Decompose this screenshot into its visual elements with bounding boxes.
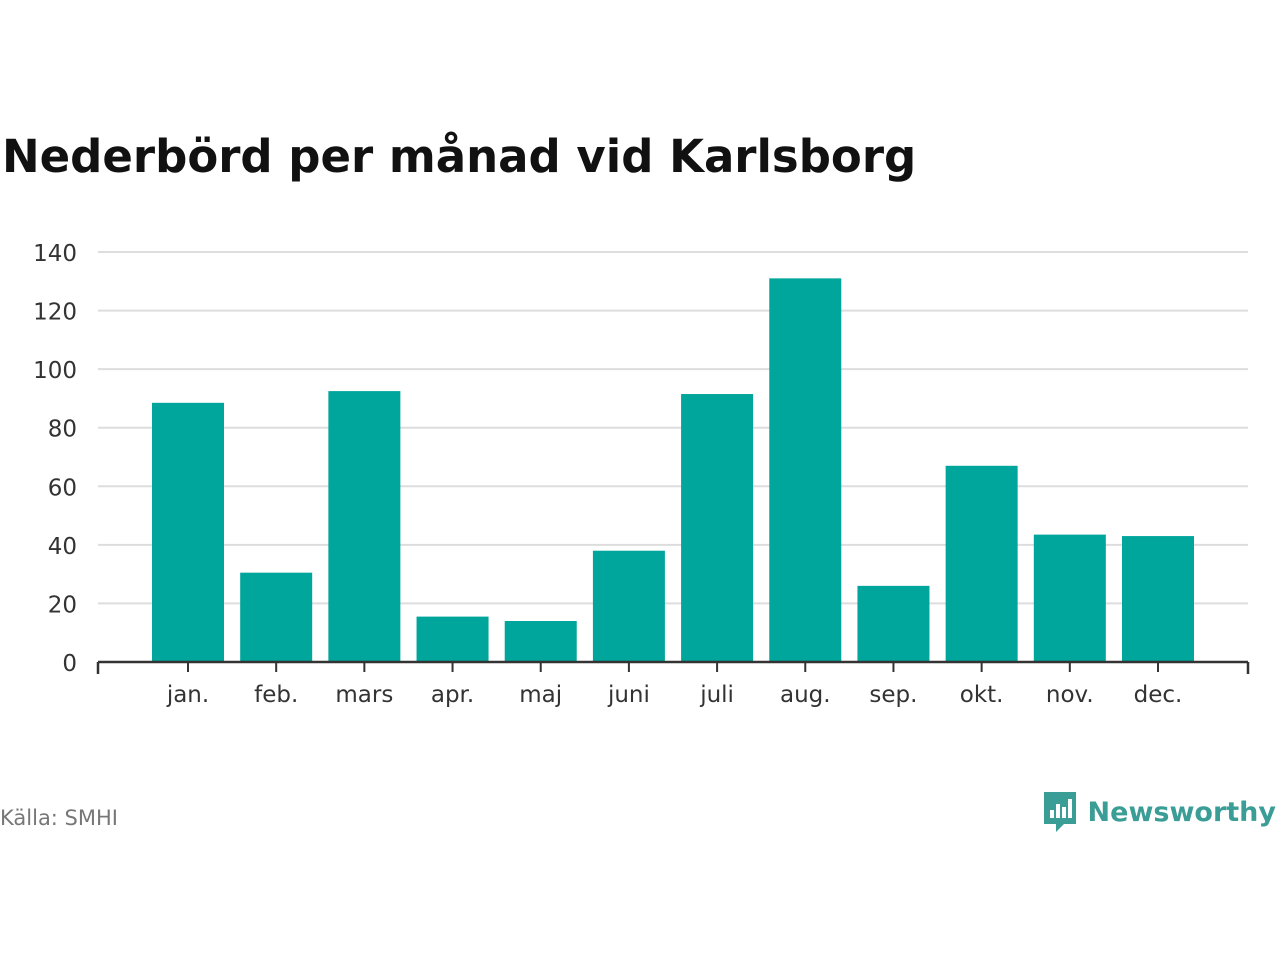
x-tick-label: juli [699,682,734,708]
x-axis [96,660,1250,674]
x-tick-label: maj [519,682,562,708]
x-tick-label: dec. [1134,682,1183,708]
x-tick-label: juni [607,682,650,708]
bars [152,278,1194,662]
y-tick-label: 120 [33,300,77,326]
bar-maj [504,621,577,662]
y-axis-tick-labels: 0 20 40 60 80 100 120 140 [33,241,77,677]
bar-mars [328,391,401,662]
x-tick-label: apr. [431,682,474,708]
source-note: Källa: SMHI [0,806,118,830]
newsworthy-logo-icon [1043,792,1076,832]
x-tick-label: nov. [1046,682,1094,708]
brand-logo: Newsworthy [1042,790,1276,834]
bar-jan [152,402,224,662]
bar-apr [416,616,489,662]
x-tick-label: jan. [166,682,209,708]
chart-title: Nederbörd per månad vid Karlsborg [2,130,917,183]
bar-juni [592,550,665,662]
x-tick-label: feb. [254,682,298,708]
x-axis-tick-labels: jan. feb. mars apr. maj juni juli aug. sep. okt. n… [166,682,1183,708]
bar-nov [1033,534,1106,662]
y-tick-label: 20 [48,592,77,618]
bar-juli [681,394,754,662]
y-tick-label: 140 [33,241,77,267]
y-tick-label: 60 [48,475,77,501]
bar-aug [769,278,842,662]
x-tick-label: aug. [780,682,831,708]
bar-feb [240,572,313,662]
y-tick-label: 0 [62,651,77,677]
y-tick-label: 40 [48,534,77,560]
y-tick-label: 100 [33,358,77,384]
bar-dec [1122,536,1194,662]
y-tick-label: 80 [48,417,77,443]
bar-okt [945,465,1018,662]
x-tick-label: mars [335,682,393,708]
bar-sep [857,585,930,662]
x-tick-label: sep. [869,682,917,708]
brand-name: Newsworthy [1087,796,1276,828]
x-tick-label: okt. [960,682,1004,708]
